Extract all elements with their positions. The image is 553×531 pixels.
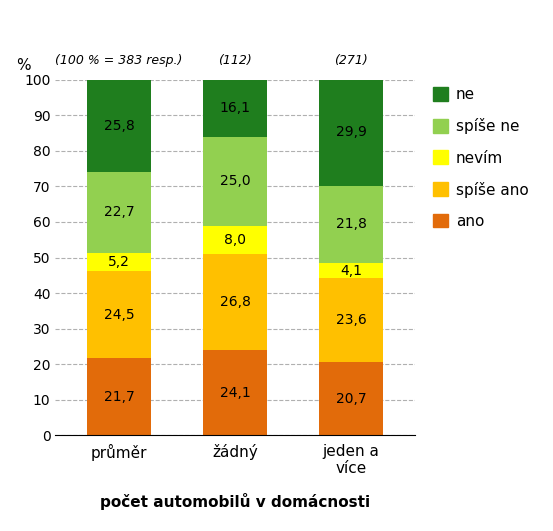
Bar bbox=[319, 263, 383, 278]
Bar bbox=[87, 80, 151, 172]
Bar bbox=[87, 172, 151, 253]
Bar bbox=[203, 254, 267, 350]
Bar bbox=[319, 362, 383, 435]
Text: 24,5: 24,5 bbox=[104, 307, 134, 322]
Text: 23,6: 23,6 bbox=[336, 313, 366, 327]
Text: 21,8: 21,8 bbox=[336, 218, 367, 232]
Text: 20,7: 20,7 bbox=[336, 391, 366, 406]
Text: (271): (271) bbox=[334, 54, 368, 67]
Text: 25,8: 25,8 bbox=[104, 119, 134, 133]
Bar bbox=[203, 226, 267, 254]
Text: 8,0: 8,0 bbox=[224, 233, 246, 247]
Bar bbox=[203, 350, 267, 435]
Bar bbox=[203, 137, 267, 226]
Bar bbox=[87, 253, 151, 271]
Bar bbox=[203, 80, 267, 137]
Bar bbox=[319, 79, 383, 186]
Bar bbox=[319, 186, 383, 263]
Bar bbox=[87, 271, 151, 358]
Y-axis label: %: % bbox=[15, 57, 30, 73]
Legend: ne, spíše ne, nevím, spíše ano, ano: ne, spíše ne, nevím, spíše ano, ano bbox=[433, 87, 529, 229]
Text: 24,1: 24,1 bbox=[220, 386, 251, 399]
Text: 4,1: 4,1 bbox=[340, 263, 362, 278]
Text: 22,7: 22,7 bbox=[104, 205, 134, 219]
Text: 25,0: 25,0 bbox=[220, 174, 251, 189]
X-axis label: počet automobilů v domácnosti: počet automobilů v domácnosti bbox=[100, 493, 370, 510]
Text: 29,9: 29,9 bbox=[336, 125, 367, 140]
Text: 26,8: 26,8 bbox=[220, 295, 251, 309]
Text: 21,7: 21,7 bbox=[104, 390, 134, 404]
Bar bbox=[319, 278, 383, 362]
Text: 5,2: 5,2 bbox=[108, 255, 130, 269]
Text: (112): (112) bbox=[218, 54, 252, 67]
Text: (100 % = 383 resp.): (100 % = 383 resp.) bbox=[55, 54, 182, 67]
Bar bbox=[87, 358, 151, 435]
Text: 16,1: 16,1 bbox=[220, 101, 251, 115]
